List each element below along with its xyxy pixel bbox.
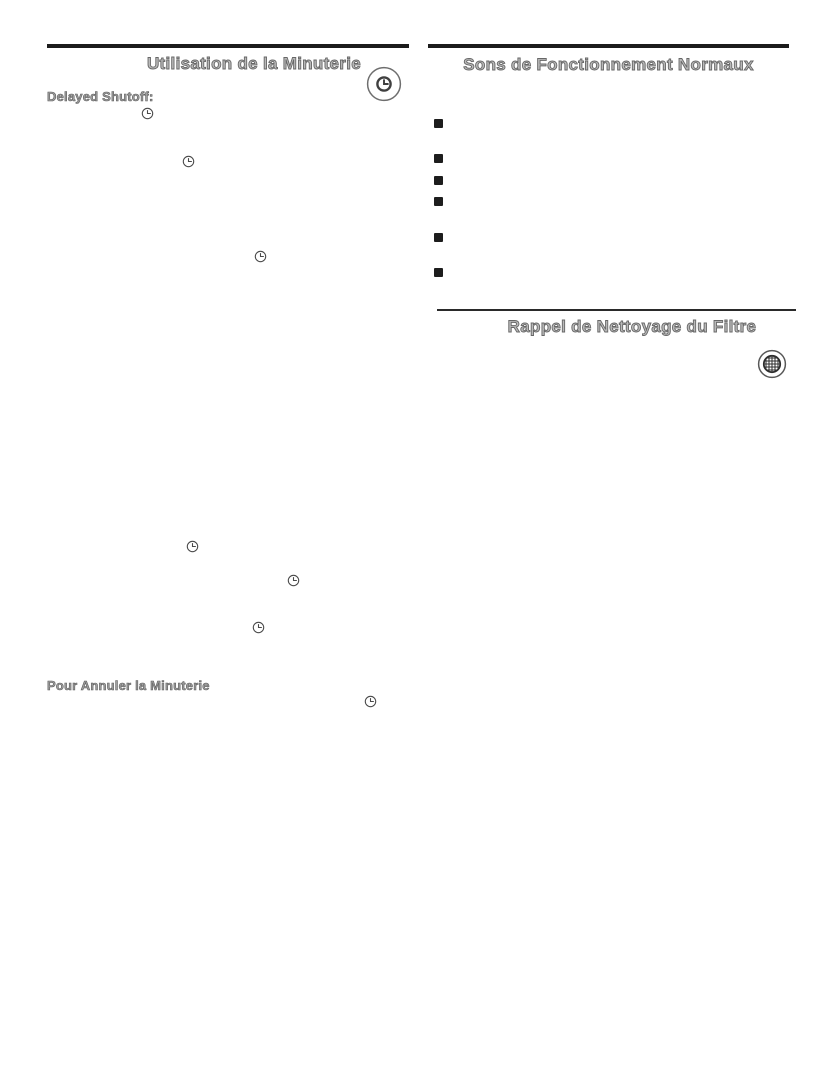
clock-icon: [186, 540, 199, 553]
cancel-timer-label: Pour Annuler la Minuterie: [47, 678, 210, 694]
bullet-square: [434, 119, 443, 128]
clock-icon: [287, 574, 300, 587]
section-divider: [437, 309, 796, 311]
clock-icon: [252, 621, 265, 634]
clock-icon: [182, 155, 195, 168]
clock-icon: [254, 250, 267, 263]
clock-icon: [141, 107, 154, 120]
bullet-square: [434, 176, 443, 185]
filter-icon: [757, 349, 787, 379]
section-divider: [47, 44, 409, 48]
bullet-square: [434, 197, 443, 206]
bullet-square: [434, 154, 443, 163]
section-divider: [428, 44, 789, 48]
bullet-square: [434, 233, 443, 242]
bullet-square: [434, 268, 443, 277]
section-title-filter: Rappel de Nettoyage du Filtre: [507, 317, 757, 337]
clock-icon: [364, 695, 377, 708]
section-title-sounds: Sons de Fonctionnement Normaux: [463, 55, 754, 75]
clock-icon: [366, 66, 402, 102]
delayed-shutoff-label: Delayed Shutoff:: [47, 89, 154, 105]
section-title-timer: Utilisation de la Minuterie: [146, 54, 362, 74]
